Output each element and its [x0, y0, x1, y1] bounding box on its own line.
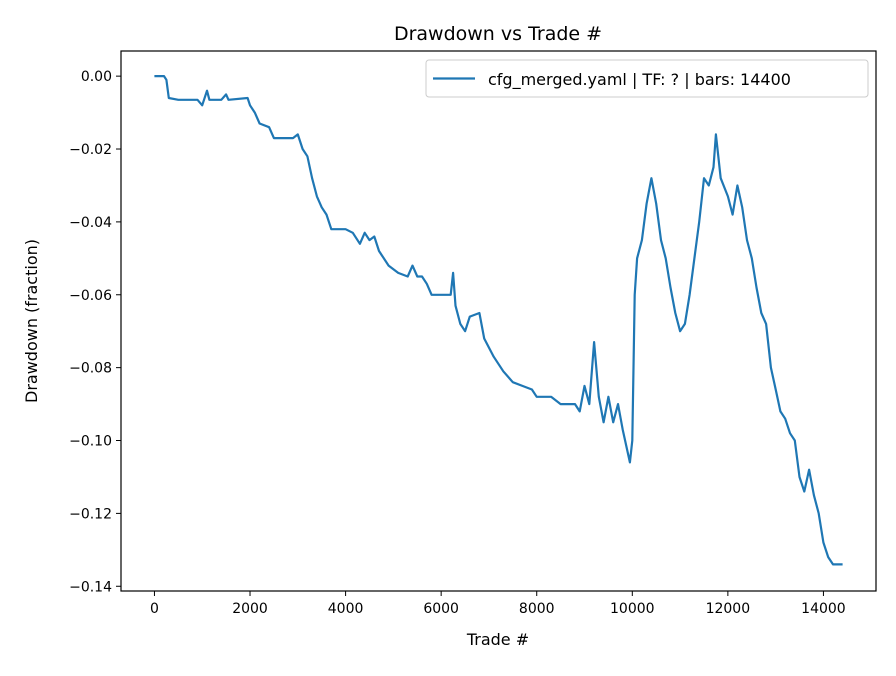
y-tick-label: −0.10 — [69, 434, 112, 450]
x-tick-label: 2000 — [232, 601, 268, 617]
y-axis-label: Drawdown (fraction) — [22, 239, 41, 403]
x-tick-label: 6000 — [423, 601, 459, 617]
y-tick-label: −0.08 — [69, 361, 112, 377]
y-tick-label: −0.04 — [69, 215, 112, 231]
y-tick-label: 0.00 — [81, 69, 112, 85]
legend: cfg_merged.yaml | TF: ? | bars: 14400 — [425, 59, 869, 98]
y-tick-label: −0.12 — [69, 506, 112, 522]
x-tick-label: 10000 — [610, 601, 655, 617]
series-line — [154, 74, 843, 566]
y-axis-ticks: 0.00 −0.02 −0.04 −0.06 −0.08 −0.10 −0.12 −0.14 — [69, 69, 121, 595]
x-axis-label: Trade # — [466, 630, 529, 649]
x-axis-ticks: 0 2000 4000 6000 8000 10000 12000 14000 — [150, 591, 846, 617]
x-tick-label: 0 — [150, 601, 159, 617]
legend-label: cfg_merged.yaml | TF: ? | bars: 14400 — [488, 70, 791, 90]
x-tick-label: 14000 — [801, 601, 846, 617]
x-tick-label: 8000 — [519, 601, 555, 617]
chart-title: Drawdown vs Trade # — [394, 23, 602, 45]
series-line-group — [154, 74, 843, 566]
x-tick-label: 12000 — [706, 601, 751, 617]
legend-box — [425, 59, 869, 98]
y-tick-label: −0.02 — [69, 142, 112, 158]
plot-frame — [120, 50, 877, 592]
y-tick-label: −0.06 — [69, 288, 112, 304]
y-tick-label: −0.14 — [69, 579, 112, 595]
x-tick-label: 4000 — [328, 601, 364, 617]
